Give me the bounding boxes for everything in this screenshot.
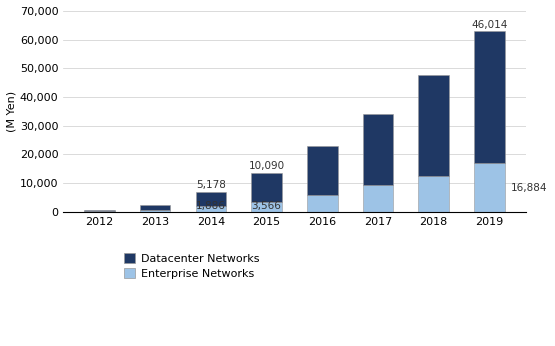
Bar [418,176,449,212]
Bar [251,173,282,201]
Bar [362,114,393,184]
Text: 10,090: 10,090 [249,162,285,172]
Bar [474,31,504,163]
Bar [140,210,170,212]
Legend: Datacenter Networks, Enterprise Networks: Datacenter Networks, Enterprise Networks [124,254,259,279]
Bar [195,206,226,212]
Y-axis label: (M Yen): (M Yen) [7,91,17,132]
Bar [474,163,504,212]
Bar [84,211,115,212]
Bar [362,184,393,212]
Bar [418,75,449,176]
Bar [251,201,282,212]
Bar [307,194,337,212]
Bar [195,191,226,206]
Bar [140,205,170,210]
Text: 46,014: 46,014 [471,20,507,30]
Text: 3,566: 3,566 [251,201,281,211]
Bar [307,146,337,194]
Bar [84,210,115,211]
Text: 1,886: 1,886 [196,201,226,211]
Text: 5,178: 5,178 [196,180,226,190]
Text: 16,884: 16,884 [511,183,547,193]
